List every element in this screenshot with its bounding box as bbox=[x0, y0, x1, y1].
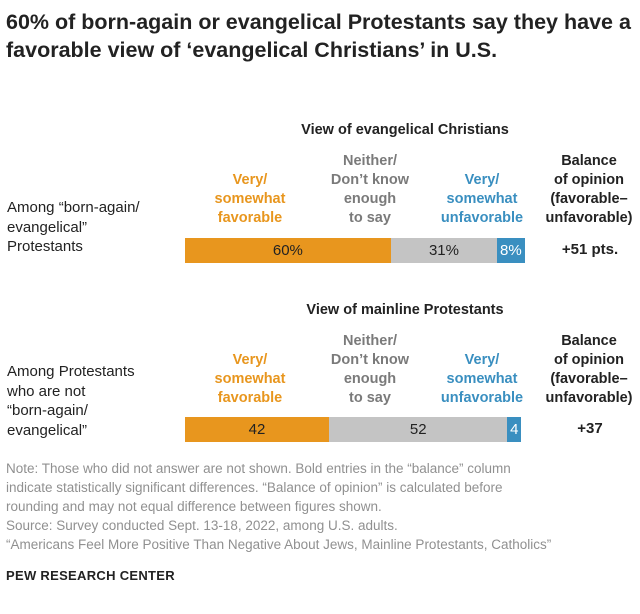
bar-segment: 4 bbox=[507, 417, 522, 442]
note-line: rounding and may not equal difference be… bbox=[6, 499, 382, 514]
header-balance: Balance of opinion (favorable– unfavorable) bbox=[545, 153, 633, 226]
bar-segment: 8% bbox=[497, 238, 525, 263]
bar-segment: 60% bbox=[185, 238, 391, 263]
row-label: Among “born-again/evangelical” Protestant… bbox=[7, 199, 140, 255]
bar-segment: 31% bbox=[390, 238, 498, 263]
chart-section: View of evangelical Christians Very/somew… bbox=[0, 115, 640, 275]
notes: Note: Those who did not answer are not s… bbox=[6, 459, 636, 554]
header-neither: Neither/Don’t know enough to say bbox=[330, 333, 410, 406]
note-line: “Americans Feel More Positive Than Negat… bbox=[6, 537, 552, 552]
note-line: Source: Survey conducted Sept. 13-18, 20… bbox=[6, 518, 398, 533]
note-line: indicate statistically significant diffe… bbox=[6, 480, 503, 495]
header-neither: Neither/Don’t know enough to say bbox=[330, 153, 410, 226]
chart-section: View of mainline Protestants Very/somewha… bbox=[0, 295, 640, 455]
header-unfavorable: Very/somewhat unfavorable bbox=[440, 352, 524, 406]
header-favorable: Very/somewhat favorable bbox=[214, 352, 286, 406]
chart-title: 60% of born-again or evangelical Protest… bbox=[6, 10, 631, 62]
bar-segment: 42 bbox=[185, 417, 330, 442]
balance-value: +51 pts. bbox=[561, 241, 619, 258]
section-title: View of evangelical Christians bbox=[301, 122, 509, 138]
header-unfavorable: Very/somewhat unfavorable bbox=[440, 172, 524, 226]
header-favorable: Very/somewhat favorable bbox=[214, 172, 286, 226]
row-label: Among Protestants who are not “born-again/… bbox=[7, 363, 135, 439]
section-title: View of mainline Protestants bbox=[306, 302, 504, 318]
bar-segment: 52 bbox=[329, 417, 508, 442]
note-line: Note: Those who did not answer are not s… bbox=[6, 461, 511, 476]
balance-value: +37 bbox=[577, 420, 603, 437]
source-org: PEW RESEARCH CENTER bbox=[6, 568, 175, 583]
header-balance: Balance of opinion (favorable– unfavorable) bbox=[545, 333, 633, 406]
